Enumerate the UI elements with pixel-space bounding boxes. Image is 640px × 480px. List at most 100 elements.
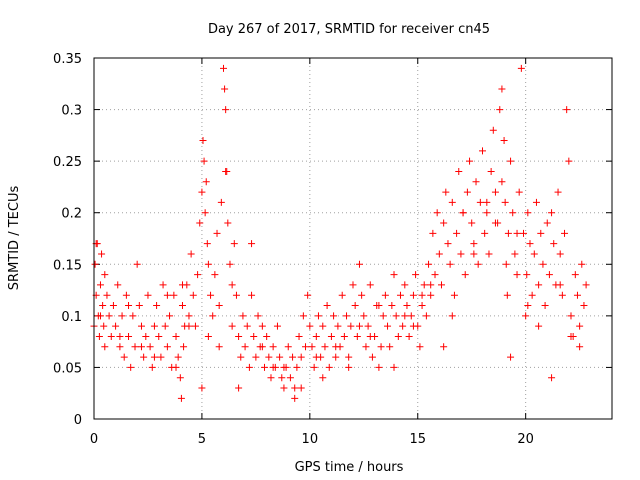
data-point	[203, 240, 211, 248]
data-point	[215, 343, 223, 351]
data-point	[319, 374, 327, 382]
data-point	[416, 343, 424, 351]
data-point	[273, 322, 281, 330]
data-point	[580, 302, 588, 310]
data-point	[528, 291, 536, 299]
data-point	[515, 188, 523, 196]
data-point	[185, 312, 193, 320]
y-tick-label: 0.1	[61, 310, 82, 325]
data-point	[269, 363, 277, 371]
data-point	[427, 291, 435, 299]
x-axis-label: GPS time / hours	[295, 460, 404, 475]
data-point	[207, 291, 215, 299]
data-point	[554, 188, 562, 196]
data-point	[556, 281, 564, 289]
data-point	[163, 343, 171, 351]
data-point	[241, 343, 249, 351]
data-point	[150, 353, 158, 361]
data-point	[461, 271, 469, 279]
data-point	[185, 322, 193, 330]
data-point	[381, 291, 389, 299]
data-point	[196, 219, 204, 227]
data-point	[355, 322, 363, 330]
data-point	[178, 281, 186, 289]
data-point	[330, 312, 338, 320]
data-point	[109, 302, 117, 310]
x-tick-label: 15	[409, 432, 426, 447]
data-point	[513, 229, 521, 237]
data-point	[280, 384, 288, 392]
data-point	[177, 394, 185, 402]
data-point	[302, 343, 310, 351]
data-point	[127, 363, 135, 371]
data-point	[133, 260, 141, 268]
data-point	[485, 250, 493, 258]
data-point	[140, 353, 148, 361]
data-point	[433, 209, 441, 217]
data-point	[561, 229, 569, 237]
data-point	[258, 343, 266, 351]
data-point	[403, 302, 411, 310]
data-point	[440, 219, 448, 227]
data-point	[293, 363, 301, 371]
data-point	[353, 332, 361, 340]
data-point	[202, 178, 210, 186]
data-point	[213, 229, 221, 237]
data-point	[541, 302, 549, 310]
data-point	[250, 332, 258, 340]
data-point	[446, 260, 454, 268]
data-point	[299, 312, 307, 320]
data-point	[535, 322, 543, 330]
data-point	[252, 353, 260, 361]
data-point	[420, 281, 428, 289]
data-point	[211, 271, 219, 279]
y-tick-label: 0.15	[53, 258, 82, 273]
data-point	[332, 353, 340, 361]
data-point	[166, 312, 174, 320]
data-point	[95, 332, 103, 340]
data-point	[390, 271, 398, 279]
data-point	[526, 240, 534, 248]
data-point	[321, 343, 329, 351]
data-point	[489, 126, 497, 134]
data-point	[222, 167, 230, 175]
data-point	[532, 198, 540, 206]
data-point	[368, 353, 376, 361]
data-point	[163, 291, 171, 299]
data-point	[291, 384, 299, 392]
data-point	[338, 291, 346, 299]
x-tick-label: 20	[517, 432, 534, 447]
data-point	[267, 374, 275, 382]
data-point	[200, 157, 208, 165]
data-point	[440, 343, 448, 351]
data-point	[176, 374, 184, 382]
data-point	[101, 271, 109, 279]
y-tick-label: 0.3	[61, 104, 82, 119]
data-point	[99, 302, 107, 310]
data-point	[388, 302, 396, 310]
y-tick-label: 0.35	[53, 52, 82, 67]
data-point	[232, 291, 240, 299]
data-point	[221, 85, 229, 93]
data-point	[125, 302, 133, 310]
data-point	[567, 332, 575, 340]
data-point	[491, 188, 499, 196]
data-point	[148, 363, 156, 371]
data-point	[224, 219, 232, 227]
plot-frame	[93, 57, 613, 420]
data-point	[312, 353, 320, 361]
data-point	[407, 312, 415, 320]
data-point	[418, 291, 426, 299]
data-point	[511, 250, 519, 258]
data-point	[545, 271, 553, 279]
data-point	[481, 229, 489, 237]
data-point	[310, 363, 318, 371]
data-point	[448, 198, 456, 206]
data-point	[437, 281, 445, 289]
data-point	[386, 343, 394, 351]
data-point	[144, 291, 152, 299]
data-point	[306, 322, 314, 330]
data-point	[548, 374, 556, 382]
data-point	[146, 343, 154, 351]
data-point	[565, 157, 573, 165]
